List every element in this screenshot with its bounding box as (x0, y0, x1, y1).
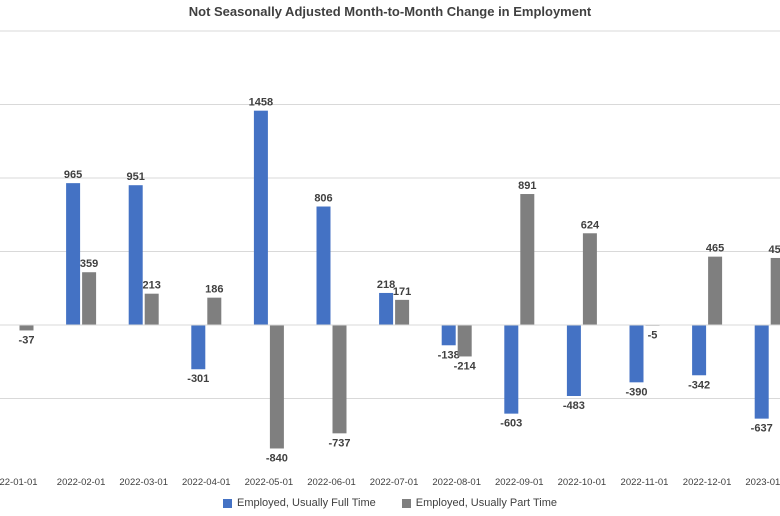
x-tick-label: 2022-10-01 (558, 477, 607, 488)
data-label: -840 (266, 452, 288, 464)
data-label: -342 (688, 379, 710, 391)
bar-part-time (395, 299, 410, 325)
bar-part-time (269, 325, 284, 449)
data-label: 171 (393, 286, 411, 298)
data-label: -37 (19, 334, 35, 346)
bar-full-time (441, 325, 456, 346)
data-label: 951 (127, 171, 145, 183)
data-label: -301 (187, 373, 209, 385)
legend: Employed, Usually Full Time Employed, Us… (0, 497, 780, 509)
data-label: -138 (438, 349, 460, 361)
bar-part-time (582, 233, 597, 325)
legend-item-full-time: Employed, Usually Full Time (223, 497, 376, 509)
data-label: 624 (581, 219, 600, 231)
x-tick-label: 2022-06-01 (307, 477, 356, 488)
legend-label-part-time: Employed, Usually Part Time (415, 497, 557, 509)
legend-label-full-time: Employed, Usually Full Time (237, 497, 376, 509)
data-label: 891 (518, 180, 536, 192)
x-tick-label: 2022-12-01 (683, 477, 732, 488)
x-tick-label: 2022-03-01 (119, 477, 168, 488)
bar-part-time (520, 194, 535, 325)
data-label: -603 (500, 418, 522, 430)
bar-part-time (207, 297, 222, 325)
x-tick-label: 2022-04-01 (182, 477, 231, 488)
data-label: 806 (314, 193, 332, 205)
x-tick-label: 2022-05-01 (245, 477, 294, 488)
data-label: 465 (706, 243, 724, 255)
data-label: 1458 (249, 97, 273, 109)
bar-full-time (754, 325, 769, 419)
bar-full-time (128, 185, 143, 325)
data-label: 218 (377, 279, 395, 291)
data-label: 359 (80, 258, 98, 270)
bar-full-time (66, 183, 81, 325)
x-tick-label: 2022-09-01 (495, 477, 544, 488)
data-label: -637 (751, 423, 773, 435)
bar-full-time (629, 325, 644, 383)
bar-full-time (692, 325, 707, 376)
bar-part-time (708, 256, 723, 325)
bar-full-time (253, 110, 268, 325)
bar-full-time (504, 325, 519, 414)
bar-part-time (332, 325, 347, 434)
bar-part-time (82, 272, 97, 325)
x-tick-label: 2023-01-01 (745, 477, 780, 488)
x-tick-label: 2022-08-01 (432, 477, 481, 488)
bar-part-time (144, 293, 159, 325)
data-label: -390 (625, 386, 647, 398)
data-label: 456 (769, 244, 780, 256)
data-label: 186 (205, 284, 223, 296)
bar-part-time (770, 257, 780, 325)
bar-full-time (316, 206, 331, 325)
bar-full-time (566, 325, 581, 397)
legend-item-part-time: Employed, Usually Part Time (401, 497, 557, 509)
bar-full-time (191, 325, 206, 370)
data-label: -5 (648, 330, 658, 342)
x-tick-label: 22-01-01 (0, 477, 38, 488)
bar-part-time (19, 325, 34, 331)
data-label: -214 (454, 360, 477, 372)
data-label: -483 (563, 400, 585, 412)
legend-swatch-part-time (401, 498, 411, 508)
bar-part-time (457, 325, 472, 357)
bar-full-time (379, 292, 394, 325)
data-label: 965 (64, 169, 82, 181)
legend-swatch-full-time (223, 498, 232, 508)
data-label: -737 (328, 437, 350, 449)
x-tick-label: 2022-02-01 (57, 477, 106, 488)
x-tick-label: 2022-07-01 (370, 477, 419, 488)
data-label: 213 (143, 280, 161, 292)
chart-title: Not Seasonally Adjusted Month-to-Month C… (188, 4, 592, 19)
x-tick-label: 2022-11-01 (621, 477, 669, 488)
